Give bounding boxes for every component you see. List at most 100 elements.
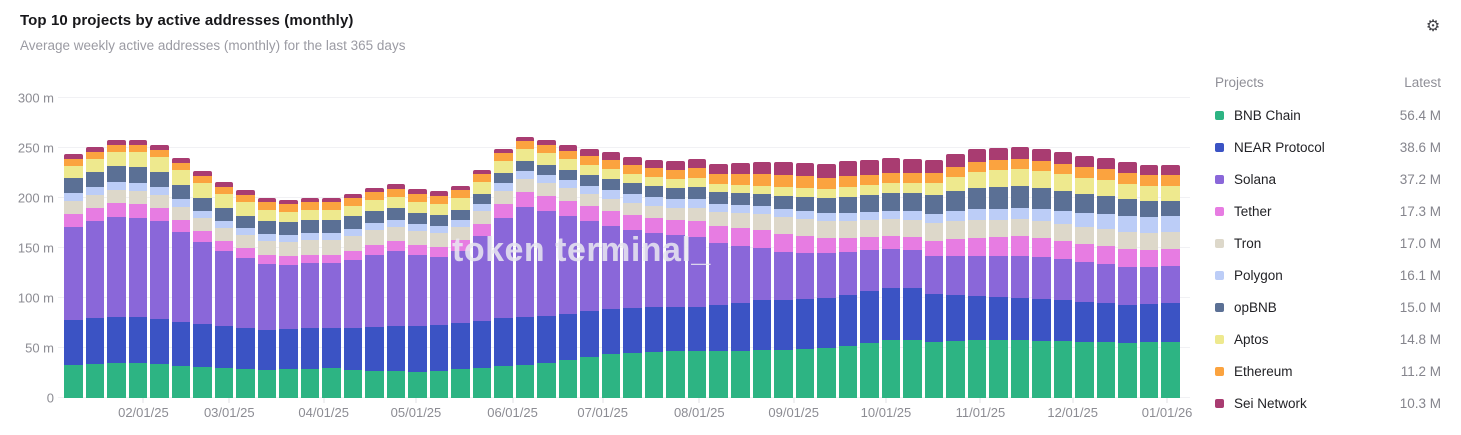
stacked-bar[interactable]	[515, 98, 535, 398]
bar-segment-aptos[interactable]	[279, 212, 298, 222]
bar-segment-polygon[interactable]	[236, 228, 255, 235]
bar-segment-ethereum[interactable]	[193, 176, 212, 183]
bar-segment-opbnb[interactable]	[601, 179, 621, 190]
bar-segment-sei-network[interactable]	[752, 162, 772, 175]
bar-segment-aptos[interactable]	[558, 159, 578, 171]
bar-segment-ethereum[interactable]	[1096, 169, 1116, 180]
bar-segment-tether[interactable]	[946, 239, 965, 256]
bar-segment-tether[interactable]	[644, 218, 664, 233]
bar-segment-opbnb[interactable]	[128, 167, 148, 184]
bar-segment-ethereum[interactable]	[946, 167, 965, 177]
bar-segment-ethereum[interactable]	[429, 196, 449, 204]
bar-segment-tron[interactable]	[860, 220, 879, 237]
bar-segment-sei-network[interactable]	[85, 147, 105, 153]
bar-segment-tether[interactable]	[989, 237, 1008, 256]
bar-segment-near-protocol[interactable]	[795, 299, 815, 349]
bar-segment-polygon[interactable]	[107, 182, 126, 190]
bar-segment-ethereum[interactable]	[279, 204, 298, 212]
bar-segment-near-protocol[interactable]	[107, 317, 126, 363]
bar-segment-solana[interactable]	[322, 263, 341, 328]
bar-segment-solana[interactable]	[989, 256, 1008, 297]
bar-segment-aptos[interactable]	[774, 187, 793, 197]
bar-segment-opbnb[interactable]	[365, 211, 384, 223]
stacked-bar[interactable]	[1075, 98, 1094, 398]
bar-segment-tron[interactable]	[472, 211, 492, 224]
bar-segment-tron[interactable]	[558, 188, 578, 201]
bar-segment-opbnb[interactable]	[429, 215, 449, 226]
stacked-bar[interactable]	[1010, 98, 1030, 398]
stacked-bar[interactable]	[838, 98, 858, 398]
bar-segment-tether[interactable]	[451, 240, 470, 251]
stacked-bar[interactable]	[558, 98, 578, 398]
bar-segment-aptos[interactable]	[817, 189, 836, 199]
bar-segment-solana[interactable]	[214, 251, 234, 326]
bar-segment-tron[interactable]	[107, 190, 126, 203]
bar-segment-aptos[interactable]	[537, 153, 556, 166]
stacked-bar[interactable]	[709, 98, 728, 398]
bar-segment-opbnb[interactable]	[408, 213, 427, 224]
bar-segment-bnb-chain[interactable]	[752, 350, 772, 398]
bar-segment-sei-network[interactable]	[903, 159, 922, 173]
bar-segment-near-protocol[interactable]	[860, 291, 879, 343]
bar-segment-aptos[interactable]	[1139, 186, 1159, 201]
bar-segment-solana[interactable]	[1118, 267, 1137, 305]
bar-segment-polygon[interactable]	[408, 224, 427, 231]
bar-segment-aptos[interactable]	[193, 183, 212, 198]
bar-segment-tron[interactable]	[279, 242, 298, 256]
bar-segment-aptos[interactable]	[429, 204, 449, 215]
bar-segment-polygon[interactable]	[193, 211, 212, 218]
bar-segment-solana[interactable]	[903, 250, 922, 288]
bar-segment-aptos[interactable]	[709, 184, 728, 193]
bar-segment-sei-network[interactable]	[128, 140, 148, 146]
stacked-bar[interactable]	[666, 98, 685, 398]
bar-segment-solana[interactable]	[924, 256, 944, 294]
bar-segment-bnb-chain[interactable]	[472, 368, 492, 398]
bar-segment-solana[interactable]	[193, 242, 212, 324]
bar-segment-solana[interactable]	[236, 258, 255, 328]
bar-segment-ethereum[interactable]	[838, 176, 858, 188]
stacked-bar[interactable]	[451, 98, 470, 398]
bar-segment-aptos[interactable]	[64, 166, 83, 179]
bar-segment-ethereum[interactable]	[795, 176, 815, 189]
bar-segment-tron[interactable]	[429, 233, 449, 247]
bar-segment-polygon[interactable]	[687, 199, 707, 208]
stacked-bar[interactable]	[472, 98, 492, 398]
bar-segment-ethereum[interactable]	[1075, 167, 1094, 178]
bar-segment-aptos[interactable]	[472, 182, 492, 194]
bar-segment-near-protocol[interactable]	[386, 326, 406, 371]
bar-segment-sei-network[interactable]	[795, 163, 815, 177]
stacked-bar[interactable]	[903, 98, 922, 398]
bar-segment-ethereum[interactable]	[860, 175, 879, 186]
bar-segment-polygon[interactable]	[365, 223, 384, 230]
bar-segment-ethereum[interactable]	[343, 198, 363, 206]
bar-segment-sei-network[interactable]	[774, 162, 793, 176]
bar-segment-ethereum[interactable]	[537, 145, 556, 154]
bar-segment-polygon[interactable]	[1096, 214, 1116, 229]
bar-segment-near-protocol[interactable]	[279, 329, 298, 369]
bar-segment-tether[interactable]	[429, 247, 449, 257]
bar-segment-ethereum[interactable]	[1032, 161, 1051, 171]
bar-segment-near-protocol[interactable]	[236, 328, 255, 369]
bar-segment-tron[interactable]	[644, 206, 664, 218]
bar-segment-aptos[interactable]	[989, 170, 1008, 187]
bar-segment-sei-network[interactable]	[644, 160, 664, 168]
bar-segment-sei-network[interactable]	[386, 184, 406, 190]
bar-segment-sei-network[interactable]	[1118, 162, 1137, 173]
bar-segment-opbnb[interactable]	[623, 183, 642, 194]
bar-segment-aptos[interactable]	[1096, 180, 1116, 196]
bar-segment-opbnb[interactable]	[279, 222, 298, 235]
bar-segment-bnb-chain[interactable]	[924, 342, 944, 398]
stacked-bar[interactable]	[1096, 98, 1116, 398]
bar-segment-tether[interactable]	[150, 208, 169, 221]
bar-segment-aptos[interactable]	[1075, 178, 1094, 194]
bar-segment-opbnb[interactable]	[838, 197, 858, 214]
bar-segment-opbnb[interactable]	[709, 192, 728, 205]
bar-segment-bnb-chain[interactable]	[687, 351, 707, 398]
bar-segment-bnb-chain[interactable]	[171, 366, 191, 398]
bar-segment-tether[interactable]	[494, 204, 513, 218]
bar-segment-aptos[interactable]	[881, 183, 901, 194]
bar-segment-opbnb[interactable]	[85, 172, 105, 188]
bar-segment-tron[interactable]	[386, 227, 406, 241]
bar-segment-bnb-chain[interactable]	[774, 350, 793, 398]
bar-segment-tether[interactable]	[257, 255, 277, 264]
